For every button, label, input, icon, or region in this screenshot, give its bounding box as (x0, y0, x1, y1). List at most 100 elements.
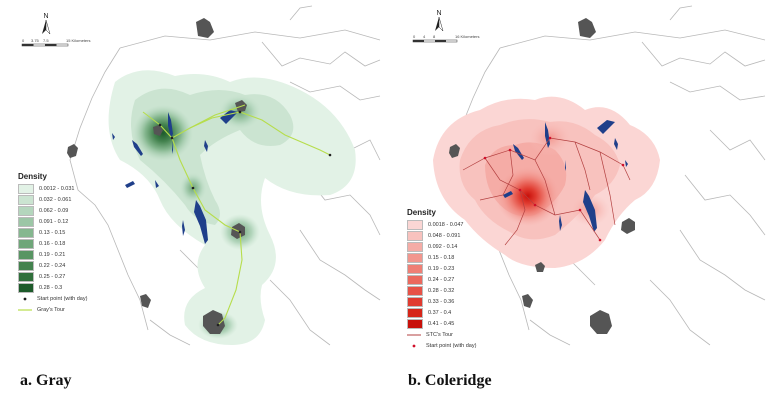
legend-swatch (18, 260, 34, 271)
legend-label: 0.092 - 0.14 (428, 243, 458, 250)
legend-item: 0.28 - 0.32 (407, 285, 476, 296)
caption-gray: a. Gray (20, 372, 72, 389)
scale-bar: 0 3.75 7.5 15 Kilometers (21, 38, 90, 47)
towns (67, 18, 247, 334)
legend-item: 0.33 - 0.36 (407, 296, 476, 307)
legend-label: 0.048 - 0.091 (428, 232, 461, 239)
legend-label: Start point (with day) (426, 342, 477, 349)
legend-item: 0.19 - 0.23 (407, 263, 476, 274)
legend-item: 0.062 - 0.09 (18, 205, 87, 216)
legend-label: 0.13 - 0.15 (39, 229, 66, 236)
land-outlines (450, 5, 766, 346)
legend-swatch (18, 194, 34, 205)
legend-title: Density (18, 172, 47, 181)
tour-line-icon (407, 332, 421, 338)
north-arrow: N (435, 10, 444, 32)
gray-tour-route (142, 104, 331, 326)
legend-swatch (407, 318, 423, 329)
legend-item: 0.0018 - 0.047 (407, 219, 476, 230)
legend-label: 0.0012 - 0.031 (39, 185, 75, 192)
legend-label: Start point (with day) (37, 295, 88, 302)
svg-text:N: N (43, 13, 48, 20)
legend-swatch (18, 183, 34, 194)
legend-item: 0.37 - 0.4 (407, 307, 476, 318)
legend-swatch (18, 238, 34, 249)
lakes (503, 120, 628, 232)
legend-label: 0.24 - 0.27 (428, 276, 455, 283)
legend-item: 0.25 - 0.27 (18, 271, 87, 282)
legend-swatch (407, 252, 423, 263)
legend-title: Density (407, 208, 436, 217)
legend-label: 0.19 - 0.21 (39, 251, 66, 258)
legend-item: 0.19 - 0.21 (18, 249, 87, 260)
svg-text:0: 0 (413, 34, 416, 39)
legend-item: 0.22 - 0.24 (18, 260, 87, 271)
legend-swatch (407, 241, 423, 252)
legend-item: 0.24 - 0.27 (407, 274, 476, 285)
legend-swatch (407, 296, 423, 307)
start-point-icon (407, 343, 421, 349)
legend-item: 0.091 - 0.12 (18, 216, 87, 227)
legend-item: 0.092 - 0.14 (407, 241, 476, 252)
legend-item: 0.15 - 0.18 (407, 252, 476, 263)
legend-label: STC's Tour (426, 331, 453, 338)
legend-label: Gray's Tour (37, 306, 65, 313)
svg-text:3.75: 3.75 (31, 38, 40, 43)
legend-item: 0.16 - 0.18 (18, 238, 87, 249)
legend-swatch (407, 219, 423, 230)
map-gray: N 0 3.75 7.5 15 Kilometers (21, 5, 381, 346)
legend-swatch (407, 285, 423, 296)
legend-label: 0.062 - 0.09 (39, 207, 69, 214)
legend-label: 0.33 - 0.36 (428, 298, 455, 305)
legend-swatch (18, 271, 34, 282)
legend-label: 0.091 - 0.12 (39, 218, 69, 225)
svg-text:15 Kilometers: 15 Kilometers (66, 38, 90, 43)
svg-text:4: 4 (423, 34, 426, 39)
legend-swatch (407, 274, 423, 285)
legend-item: 0.0012 - 0.031 (18, 183, 87, 194)
legend-label: 0.37 - 0.4 (428, 309, 452, 316)
tour-line-icon (18, 307, 32, 313)
legend-item: 0.28 - 0.3 (18, 282, 87, 293)
legend-label: 0.16 - 0.18 (39, 240, 66, 247)
legend-swatch (407, 263, 423, 274)
legend-label: 0.25 - 0.27 (39, 273, 66, 280)
legend-start-point: Start point (with day) (407, 340, 476, 351)
svg-text:16 Kilometers: 16 Kilometers (455, 34, 479, 39)
legend-tour: STC's Tour (407, 329, 476, 340)
start-points-gray (158, 110, 332, 327)
legend-swatch (18, 205, 34, 216)
north-arrow: N (42, 13, 51, 35)
legend-swatch (407, 230, 423, 241)
legend-tour: Gray's Tour (18, 304, 87, 315)
legend-start-point: Start point (with day) (18, 293, 87, 304)
svg-text:8: 8 (433, 34, 436, 39)
legend-item: 0.032 - 0.061 (18, 194, 87, 205)
map-panel-coleridge: N 0 4 8 16 Kilometers Density 0.0018 - 0… (385, 0, 770, 360)
scale-bar: 0 4 8 16 Kilometers (412, 34, 479, 43)
legend-swatch (407, 307, 423, 318)
legend-item: 0.41 - 0.45 (407, 318, 476, 329)
legend-label: 0.19 - 0.23 (428, 265, 455, 272)
legend-swatch (18, 282, 34, 293)
towns (449, 18, 635, 334)
legend-label: 0.41 - 0.45 (428, 320, 455, 327)
legend-item: 0.048 - 0.091 (407, 230, 476, 241)
legend-label: 0.032 - 0.061 (39, 196, 72, 203)
legend-swatch (18, 227, 34, 238)
map-panel-gray: N 0 3.75 7.5 15 Kilometers Density 0.001… (0, 0, 385, 360)
start-point-icon (18, 296, 32, 302)
map-coleridge: N 0 4 8 16 Kilometers (412, 5, 766, 346)
legend-label: 0.22 - 0.24 (39, 262, 66, 269)
caption-coleridge: b. Coleridge (408, 372, 492, 389)
legend-coleridge: Density 0.0018 - 0.047 0.048 - 0.091 0.0… (407, 208, 476, 351)
legend-item: 0.13 - 0.15 (18, 227, 87, 238)
legend-label: 0.15 - 0.18 (428, 254, 455, 261)
legend-swatch (18, 216, 34, 227)
svg-text:N: N (436, 10, 441, 17)
legend-label: 0.28 - 0.3 (39, 284, 63, 291)
svg-text:0: 0 (22, 38, 25, 43)
legend-label: 0.0018 - 0.047 (428, 221, 464, 228)
legend-swatch (18, 249, 34, 260)
legend-label: 0.28 - 0.32 (428, 287, 455, 294)
